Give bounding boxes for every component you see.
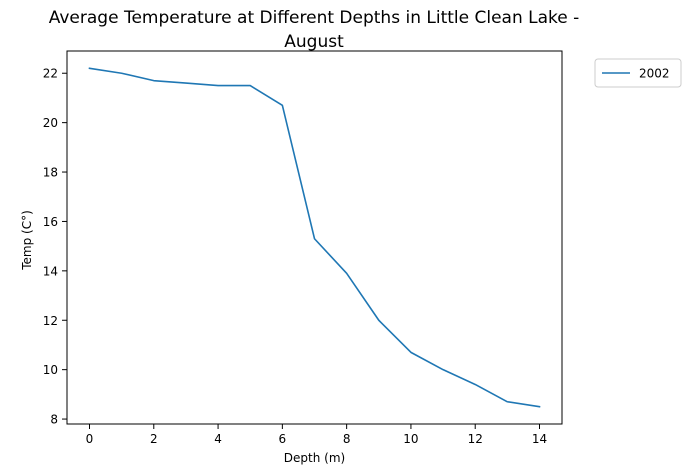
legend-box <box>594 58 682 88</box>
chart-title-line-2: August <box>284 32 344 52</box>
y-tick-label: 12 <box>43 314 58 328</box>
y-tick-label: 10 <box>43 363 58 377</box>
y-tick-label: 18 <box>43 166 58 180</box>
x-tick-label: 10 <box>403 432 418 446</box>
y-tick-label: 14 <box>43 264 58 278</box>
legend: 2002 <box>594 58 682 88</box>
y-tick-label: 16 <box>43 215 58 229</box>
y-tick-label: 8 <box>50 413 58 427</box>
y-tick-label: 22 <box>43 67 58 81</box>
legend-entry-label: 2002 <box>639 67 670 81</box>
plot-area: 0 2 4 6 8 10 12 14 8 10 12 14 16 18 20 22 <box>43 50 563 446</box>
x-axis-label: Depth (m) <box>284 451 345 465</box>
series-line-2002 <box>88 67 541 408</box>
axes-frame <box>66 50 563 425</box>
y-tick-label: 20 <box>43 116 58 130</box>
y-axis-label: Temp (C°) <box>20 210 34 271</box>
x-tick-label: 0 <box>86 432 94 446</box>
chart-title-line-1: Average Temperature at Different Depths … <box>49 8 580 28</box>
x-tick-label: 8 <box>343 432 351 446</box>
x-tick-label: 4 <box>214 432 222 446</box>
x-tick-label: 2 <box>150 432 158 446</box>
x-tick-label: 12 <box>468 432 483 446</box>
x-tick-label: 14 <box>532 432 547 446</box>
x-tick-label: 6 <box>279 432 287 446</box>
